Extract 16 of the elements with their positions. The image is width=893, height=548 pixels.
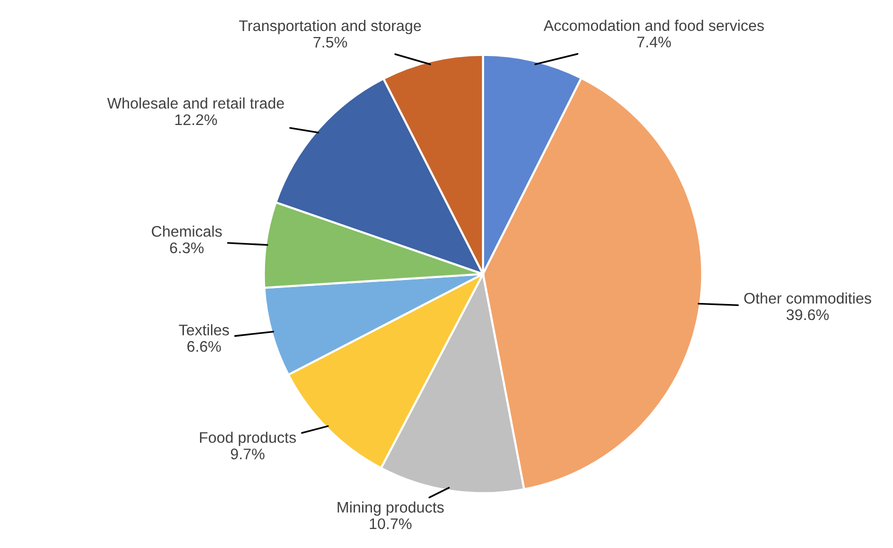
data-label: 7.5% [314, 36, 348, 48]
data-label: 39.6% [786, 309, 829, 320]
slice-label: Wholesale and retail trade [107, 97, 284, 109]
data-label: 6.6% [187, 341, 221, 352]
slice-label: Transportation and storage [239, 20, 421, 34]
slice-label: Food products [200, 432, 296, 446]
data-label: 6.3% [170, 242, 204, 254]
slice-label: Chemicals [152, 226, 222, 237]
data-label: 10.7% [370, 518, 412, 530]
slice-label: Other commodities [744, 292, 872, 304]
data-label: 7.4% [637, 36, 671, 48]
data-label: 12.2% [175, 114, 217, 126]
slice-label: Accomodation and food services [544, 20, 764, 31]
slice-label: Mining products [338, 501, 444, 516]
slice-label: Textiles [178, 324, 229, 336]
data-label: 9.7% [230, 448, 264, 460]
